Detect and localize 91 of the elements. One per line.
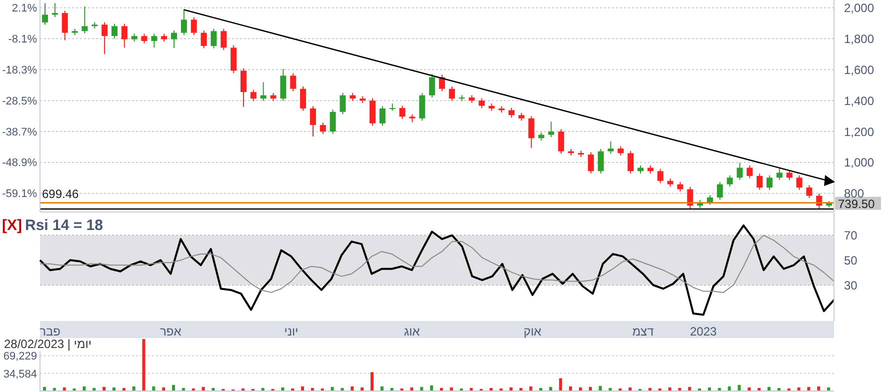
candlestick (280, 68, 286, 102)
candlestick (588, 152, 594, 174)
y-tick-label: 1,800 (844, 32, 874, 46)
y2-tick-label: -59.1% (2, 188, 38, 200)
candlestick (419, 92, 426, 122)
candlestick (171, 30, 178, 48)
y-tick-label: 50 (844, 253, 858, 268)
y-tick-label: 2,000 (844, 0, 874, 15)
bar (172, 384, 176, 391)
candlestick (310, 106, 316, 137)
candlestick (240, 68, 246, 108)
candlestick (111, 23, 118, 39)
candlestick (320, 122, 326, 134)
x-tick-label: פבר (40, 324, 61, 339)
candlestick (230, 44, 237, 74)
candlestick (716, 181, 723, 200)
y-tick-label: 1,400 (844, 94, 874, 108)
candlestick (736, 162, 743, 180)
candlestick (300, 86, 306, 112)
x-tick-label: אפר (160, 324, 182, 339)
bar (430, 385, 434, 391)
x-tick-label: אוק (524, 324, 542, 339)
candlestick (746, 164, 753, 179)
candlestick (62, 10, 68, 41)
y2-tick-label: 2.1% (12, 2, 38, 15)
y2-tick-label: -18.3% (2, 64, 38, 76)
candlestick (121, 23, 128, 48)
bar (559, 378, 562, 391)
candlestick (628, 150, 634, 174)
candlestick (548, 121, 554, 138)
y-tick-label: 1,200 (844, 124, 874, 139)
y-tick-label: 69,229 (3, 350, 37, 363)
y-tick-label: 34,584 (3, 368, 37, 380)
candlestick (220, 28, 227, 50)
candlestick (478, 98, 485, 109)
candlestick (786, 170, 792, 180)
bar (142, 339, 146, 391)
candlestick (180, 8, 187, 36)
candlestick (82, 6, 88, 34)
bar (370, 372, 374, 391)
chart-title: Rsi 14 = 18 (25, 217, 103, 234)
x-tick-label: דצמ (632, 324, 654, 339)
ref-line-label: 699.46 (42, 186, 80, 201)
y2-tick-label: -28.5% (2, 95, 38, 108)
candlestick (250, 89, 256, 102)
text: [X] (2, 217, 22, 234)
y-tick-label: 70 (844, 228, 858, 243)
y2-tick-label: -48.9% (2, 157, 38, 170)
candlestick (330, 109, 336, 134)
candlestick (448, 86, 455, 102)
candlestick (558, 128, 564, 154)
candlestick (806, 184, 812, 199)
candlestick (200, 30, 207, 49)
candlestick (608, 140, 614, 154)
candlestick (776, 167, 782, 180)
candlestick (796, 174, 802, 190)
candlestick (340, 92, 346, 115)
x-tick-label: אוג (404, 324, 420, 339)
candlestick (439, 74, 445, 92)
candlestick (657, 168, 664, 184)
candlestick (756, 173, 763, 190)
x-tick-label: 2023 (690, 324, 718, 339)
bar (738, 384, 741, 391)
y-tick-label: 1,000 (844, 156, 874, 170)
candlestick (370, 98, 376, 126)
candlestick (528, 116, 534, 149)
chart-title: יומי | 28/02/2023 (4, 337, 92, 351)
candlestick (210, 28, 217, 49)
candlestick (141, 33, 148, 44)
y2-tick-label: -38.7% (2, 126, 38, 138)
candlestick (766, 174, 773, 190)
candlestick (429, 73, 436, 98)
candlestick (42, 2, 48, 26)
candlestick (190, 16, 197, 36)
y-tick-label: 30 (844, 278, 858, 292)
candlestick (706, 194, 713, 206)
candlestick (290, 72, 296, 92)
candlestick (618, 146, 624, 156)
y2-tick-label: -8.1% (8, 34, 38, 46)
candlestick (508, 107, 514, 118)
candlestick (726, 174, 733, 188)
x-tick-label: יוני (284, 324, 298, 339)
candlestick (102, 22, 108, 55)
candlestick (151, 33, 158, 48)
candlestick (598, 148, 604, 174)
candlestick (379, 106, 386, 126)
candlestick (389, 103, 396, 112)
candlestick (399, 105, 406, 120)
y-tick-label: 1,600 (844, 62, 874, 77)
candlestick (260, 82, 266, 102)
candlestick (677, 181, 684, 192)
